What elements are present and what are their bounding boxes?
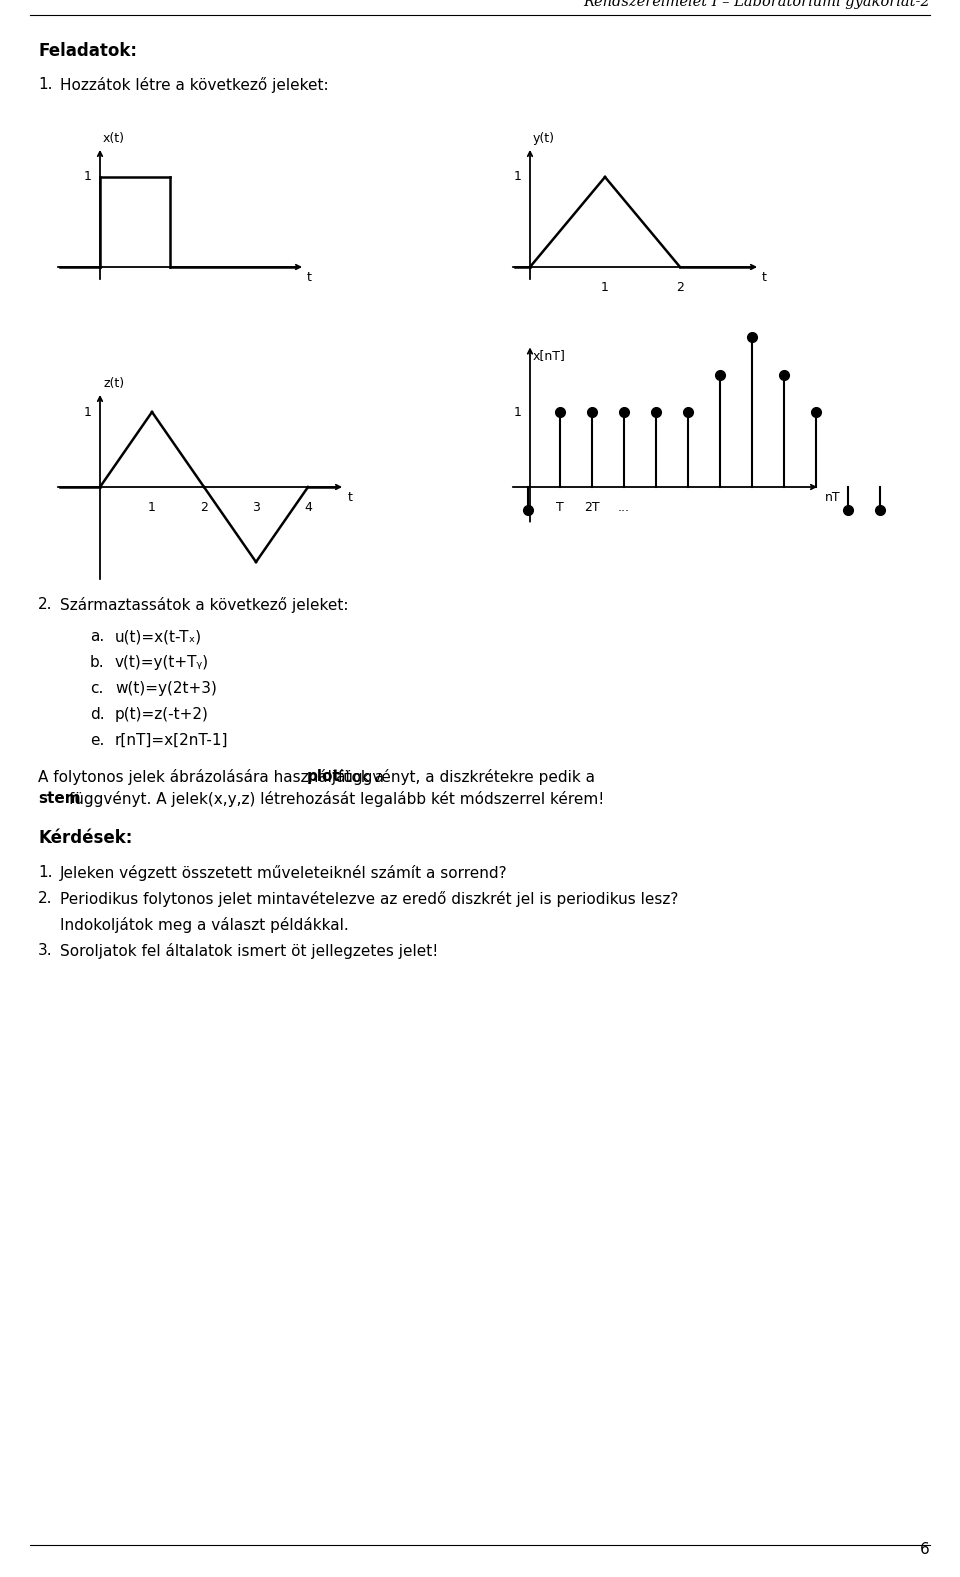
Text: Indokoljátok meg a választ példákkal.: Indokoljátok meg a választ példákkal. bbox=[60, 916, 348, 934]
Text: A folytonos jelek ábrázolására használjátok a: A folytonos jelek ábrázolására használjá… bbox=[38, 770, 389, 785]
Text: t: t bbox=[307, 271, 312, 284]
Text: 2.: 2. bbox=[38, 598, 53, 612]
Text: 1.: 1. bbox=[38, 77, 53, 91]
Text: t: t bbox=[762, 271, 767, 284]
Text: 1: 1 bbox=[84, 405, 92, 418]
Text: 3.: 3. bbox=[38, 943, 53, 957]
Text: 1: 1 bbox=[515, 405, 522, 418]
Text: x(t): x(t) bbox=[103, 132, 125, 145]
Text: Periodikus folytonos jelet mintavételezve az eredő diszkrét jel is periodikus le: Periodikus folytonos jelet mintavételezv… bbox=[60, 891, 679, 907]
Text: x[nT]: x[nT] bbox=[533, 349, 565, 363]
Text: stem: stem bbox=[38, 792, 81, 806]
Text: nT: nT bbox=[825, 490, 841, 505]
Text: Jeleken végzett összetett műveleteiknél számít a sorrend?: Jeleken végzett összetett műveleteiknél … bbox=[60, 866, 508, 882]
Text: 1: 1 bbox=[515, 170, 522, 183]
Text: d.: d. bbox=[90, 706, 105, 722]
Text: r[nT]=x[2nT-1]: r[nT]=x[2nT-1] bbox=[115, 733, 228, 747]
Text: plot: plot bbox=[307, 770, 341, 784]
Text: 2T: 2T bbox=[585, 501, 600, 514]
Text: Hozzátok létre a következő jeleket:: Hozzátok létre a következő jeleket: bbox=[60, 77, 328, 93]
Text: w(t)=y(2t+3): w(t)=y(2t+3) bbox=[115, 681, 217, 695]
Text: z(t): z(t) bbox=[103, 377, 124, 390]
Text: b.: b. bbox=[90, 654, 105, 670]
Text: függvényt, a diszkrétekre pedik a: függvényt, a diszkrétekre pedik a bbox=[333, 770, 595, 785]
Text: p(t)=z(-t+2): p(t)=z(-t+2) bbox=[115, 706, 209, 722]
Text: 3: 3 bbox=[252, 501, 260, 514]
Text: e.: e. bbox=[90, 733, 105, 747]
Text: u(t)=x(t-Tₓ): u(t)=x(t-Tₓ) bbox=[115, 629, 203, 643]
Text: Rendszerelmélet I – Laborátóriumi gyakorlat-2: Rendszerelmélet I – Laborátóriumi gyakor… bbox=[584, 0, 930, 9]
Text: ...: ... bbox=[618, 501, 630, 514]
Text: 1.: 1. bbox=[38, 866, 53, 880]
Text: 2.: 2. bbox=[38, 891, 53, 907]
Text: v(t)=y(t+Tᵧ): v(t)=y(t+Tᵧ) bbox=[115, 654, 209, 670]
Text: c.: c. bbox=[90, 681, 104, 695]
Text: 2: 2 bbox=[676, 281, 684, 293]
Text: Feladatok:: Feladatok: bbox=[38, 43, 137, 60]
Text: függvényt. A jelek(x,y,z) létrehozását legalább két módszerrel kérem!: függvényt. A jelek(x,y,z) létrehozását l… bbox=[64, 792, 604, 807]
Text: T: T bbox=[556, 501, 564, 514]
Text: Soroljatok fel általatok ismert öt jellegzetes jelet!: Soroljatok fel általatok ismert öt jelle… bbox=[60, 943, 439, 959]
Text: 1: 1 bbox=[84, 170, 92, 183]
Text: 1: 1 bbox=[148, 501, 156, 514]
Text: y(t): y(t) bbox=[533, 132, 555, 145]
Text: Kérdések:: Kérdések: bbox=[38, 830, 132, 847]
Text: t: t bbox=[348, 490, 353, 505]
Text: a.: a. bbox=[90, 629, 105, 643]
Text: 1: 1 bbox=[601, 281, 609, 293]
Text: 4: 4 bbox=[304, 501, 312, 514]
Text: Származtassátok a következő jeleket:: Származtassátok a következő jeleket: bbox=[60, 598, 348, 613]
Text: 6: 6 bbox=[921, 1542, 930, 1556]
Text: 2: 2 bbox=[200, 501, 208, 514]
